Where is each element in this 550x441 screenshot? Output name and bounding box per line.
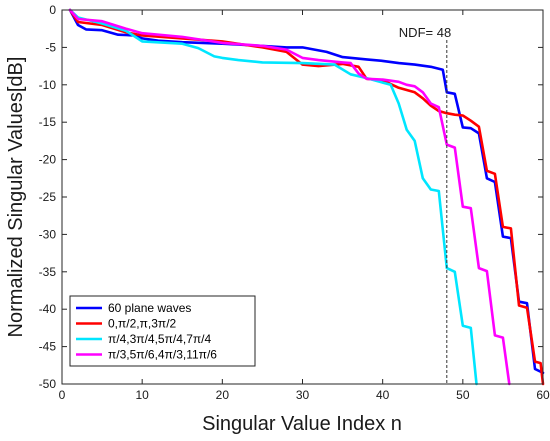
y-tick-label: -35 [39, 265, 57, 279]
y-tick-label: -45 [39, 340, 57, 354]
y-tick-label: -10 [39, 78, 57, 92]
x-tick-label: 10 [135, 388, 149, 402]
legend-label: π/3,5π/6,4π/3,11π/6 [108, 348, 217, 362]
x-tick-label: 20 [216, 388, 230, 402]
ndf-annotation: NDF= 48 [399, 25, 451, 40]
series-line-4 [68, 8, 511, 386]
ticks-layer: 0 10 20 30 40 50 60 0 -5 -10 -15 -20 -25 -30 -35 -40 -45… [39, 3, 550, 402]
y-tick-label: -50 [39, 377, 57, 391]
x-tick-label: 40 [376, 388, 390, 402]
y-tick-label: 0 [49, 3, 56, 17]
legend: 60 plane waves 0,π/2,π,3π/2π/4,3π/4,5π/4,… [69, 295, 256, 367]
y-tick-label: -25 [39, 190, 57, 204]
y-tick-label: -30 [39, 227, 57, 241]
legend-label: 60 plane waves [108, 301, 191, 315]
series-layer [68, 8, 545, 386]
x-tick-label: 60 [536, 388, 550, 402]
y-tick-label: -20 [39, 153, 57, 167]
series-line-1 [68, 8, 545, 375]
y-tick-label: -5 [45, 40, 56, 54]
y-tick-label: -15 [39, 115, 57, 129]
x-tick-label: 0 [59, 388, 66, 402]
x-tick-label: 30 [296, 388, 310, 402]
y-tick-label: -40 [39, 302, 57, 316]
x-tick-label: 50 [456, 388, 470, 402]
legend-label: π/4,3π/4,5π/4,7π/4 [108, 332, 211, 346]
series-line-3 [68, 8, 478, 386]
x-axis-label: Singular Value Index n [202, 413, 402, 435]
legend-label: 0,π/2,π,3π/2 [108, 317, 177, 331]
y-axis-label: Normalized Singular Values[dB] [5, 57, 27, 338]
